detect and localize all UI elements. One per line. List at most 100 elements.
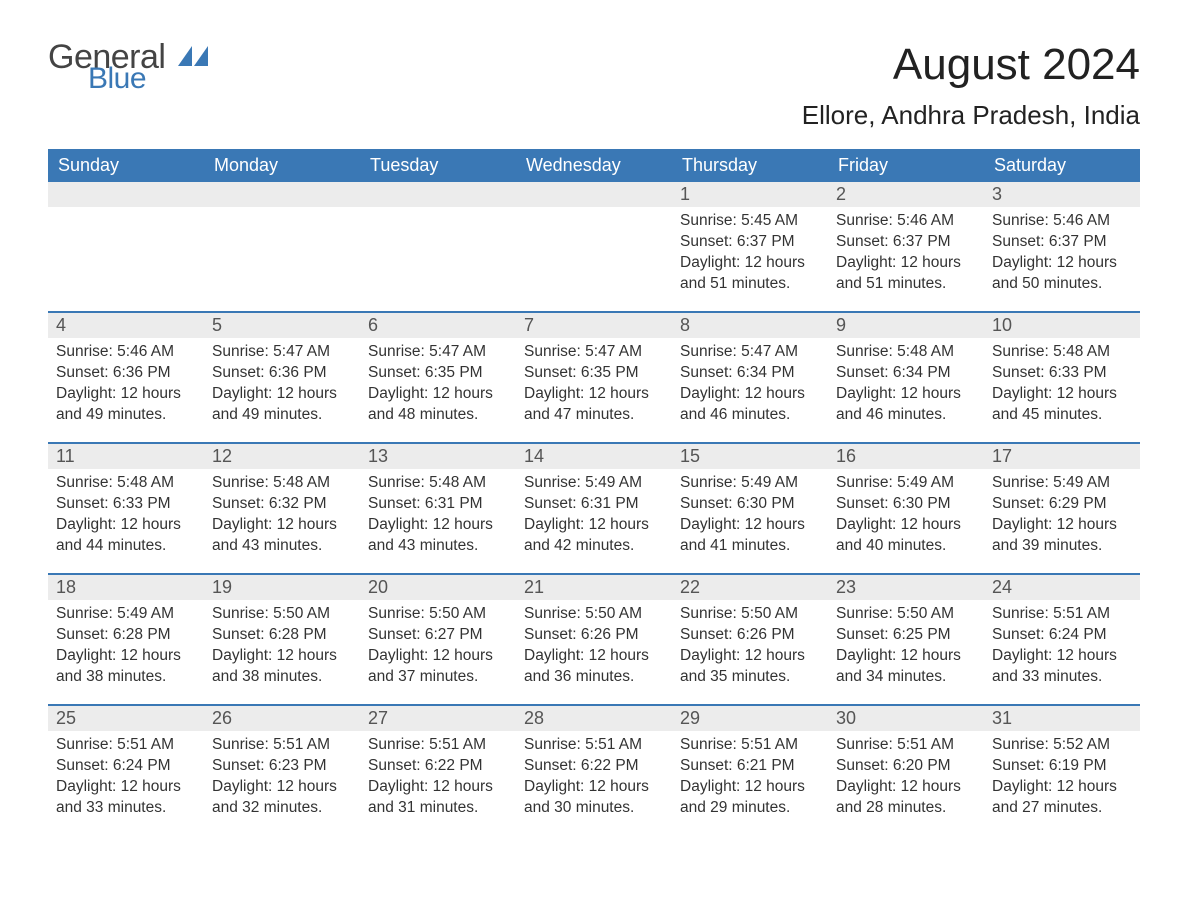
sunrise-text: Sunrise: 5:51 AM <box>212 735 352 756</box>
sunrise-text: Sunrise: 5:45 AM <box>680 211 820 232</box>
weekday-header-cell: Tuesday <box>360 149 516 182</box>
daylight-text: and 33 minutes. <box>992 667 1132 688</box>
day-number: 13 <box>360 444 516 469</box>
sunset-text: Sunset: 6:25 PM <box>836 625 976 646</box>
daylight-text: and 46 minutes. <box>836 405 976 426</box>
daylight-text: Daylight: 12 hours <box>680 384 820 405</box>
day-cell <box>204 207 360 311</box>
daylight-text: and 46 minutes. <box>680 405 820 426</box>
daylight-text: Daylight: 12 hours <box>212 384 352 405</box>
day-cell: Sunrise: 5:49 AMSunset: 6:31 PMDaylight:… <box>516 469 672 573</box>
sunrise-text: Sunrise: 5:51 AM <box>524 735 664 756</box>
day-cell: Sunrise: 5:51 AMSunset: 6:20 PMDaylight:… <box>828 731 984 835</box>
daylight-text: Daylight: 12 hours <box>212 777 352 798</box>
daylight-text: and 30 minutes. <box>524 798 664 819</box>
daylight-text: and 37 minutes. <box>368 667 508 688</box>
sunrise-text: Sunrise: 5:48 AM <box>56 473 196 494</box>
day-cell: Sunrise: 5:49 AMSunset: 6:30 PMDaylight:… <box>672 469 828 573</box>
sunset-text: Sunset: 6:24 PM <box>992 625 1132 646</box>
brand-logo: General Blue <box>48 40 208 92</box>
daylight-text: Daylight: 12 hours <box>836 515 976 536</box>
day-cell: Sunrise: 5:48 AMSunset: 6:34 PMDaylight:… <box>828 338 984 442</box>
calendar: SundayMondayTuesdayWednesdayThursdayFrid… <box>48 149 1140 835</box>
day-cell: Sunrise: 5:46 AMSunset: 6:37 PMDaylight:… <box>828 207 984 311</box>
daylight-text: and 27 minutes. <box>992 798 1132 819</box>
daylight-text: and 43 minutes. <box>368 536 508 557</box>
day-cell <box>516 207 672 311</box>
sunset-text: Sunset: 6:19 PM <box>992 756 1132 777</box>
day-number: 2 <box>828 182 984 207</box>
sunset-text: Sunset: 6:22 PM <box>368 756 508 777</box>
sunset-text: Sunset: 6:34 PM <box>680 363 820 384</box>
day-cell: Sunrise: 5:50 AMSunset: 6:28 PMDaylight:… <box>204 600 360 704</box>
title-location: Ellore, Andhra Pradesh, India <box>802 100 1140 131</box>
daylight-text: and 31 minutes. <box>368 798 508 819</box>
day-cell: Sunrise: 5:47 AMSunset: 6:34 PMDaylight:… <box>672 338 828 442</box>
day-number: 1 <box>672 182 828 207</box>
day-number-row: 123 <box>48 182 1140 207</box>
day-cell: Sunrise: 5:46 AMSunset: 6:36 PMDaylight:… <box>48 338 204 442</box>
day-number: 29 <box>672 706 828 731</box>
day-cell: Sunrise: 5:48 AMSunset: 6:32 PMDaylight:… <box>204 469 360 573</box>
daylight-text: Daylight: 12 hours <box>836 384 976 405</box>
sunrise-text: Sunrise: 5:47 AM <box>368 342 508 363</box>
sunset-text: Sunset: 6:31 PM <box>524 494 664 515</box>
daylight-text: and 38 minutes. <box>56 667 196 688</box>
daylight-text: and 49 minutes. <box>212 405 352 426</box>
sunset-text: Sunset: 6:20 PM <box>836 756 976 777</box>
daylight-text: Daylight: 12 hours <box>680 253 820 274</box>
daylight-text: Daylight: 12 hours <box>368 777 508 798</box>
daylight-text: Daylight: 12 hours <box>368 384 508 405</box>
sunrise-text: Sunrise: 5:51 AM <box>836 735 976 756</box>
daylight-text: and 38 minutes. <box>212 667 352 688</box>
day-cell: Sunrise: 5:51 AMSunset: 6:21 PMDaylight:… <box>672 731 828 835</box>
daylight-text: and 45 minutes. <box>992 405 1132 426</box>
daylight-text: Daylight: 12 hours <box>680 646 820 667</box>
daylight-text: Daylight: 12 hours <box>524 384 664 405</box>
day-number: 22 <box>672 575 828 600</box>
day-number: 19 <box>204 575 360 600</box>
daylight-text: and 49 minutes. <box>56 405 196 426</box>
daylight-text: Daylight: 12 hours <box>212 515 352 536</box>
day-cell: Sunrise: 5:45 AMSunset: 6:37 PMDaylight:… <box>672 207 828 311</box>
day-number <box>516 182 672 207</box>
day-number: 18 <box>48 575 204 600</box>
sunrise-text: Sunrise: 5:47 AM <box>524 342 664 363</box>
sunset-text: Sunset: 6:21 PM <box>680 756 820 777</box>
day-number: 28 <box>516 706 672 731</box>
day-content-row: Sunrise: 5:46 AMSunset: 6:36 PMDaylight:… <box>48 338 1140 442</box>
daylight-text: and 47 minutes. <box>524 405 664 426</box>
day-content-row: Sunrise: 5:49 AMSunset: 6:28 PMDaylight:… <box>48 600 1140 704</box>
daylight-text: Daylight: 12 hours <box>992 253 1132 274</box>
day-cell: Sunrise: 5:49 AMSunset: 6:29 PMDaylight:… <box>984 469 1140 573</box>
sunset-text: Sunset: 6:23 PM <box>212 756 352 777</box>
day-number: 30 <box>828 706 984 731</box>
day-number: 26 <box>204 706 360 731</box>
daylight-text: Daylight: 12 hours <box>56 384 196 405</box>
sunrise-text: Sunrise: 5:49 AM <box>56 604 196 625</box>
day-number: 3 <box>984 182 1140 207</box>
daylight-text: and 42 minutes. <box>524 536 664 557</box>
daylight-text: Daylight: 12 hours <box>992 777 1132 798</box>
day-number-row: 18192021222324 <box>48 573 1140 600</box>
weekday-header-cell: Monday <box>204 149 360 182</box>
weekday-header-cell: Saturday <box>984 149 1140 182</box>
daylight-text: and 41 minutes. <box>680 536 820 557</box>
daylight-text: Daylight: 12 hours <box>56 646 196 667</box>
daylight-text: and 35 minutes. <box>680 667 820 688</box>
sunset-text: Sunset: 6:27 PM <box>368 625 508 646</box>
daylight-text: Daylight: 12 hours <box>56 777 196 798</box>
day-cell: Sunrise: 5:49 AMSunset: 6:28 PMDaylight:… <box>48 600 204 704</box>
sunrise-text: Sunrise: 5:46 AM <box>56 342 196 363</box>
day-cell: Sunrise: 5:51 AMSunset: 6:24 PMDaylight:… <box>984 600 1140 704</box>
daylight-text: and 29 minutes. <box>680 798 820 819</box>
day-number: 23 <box>828 575 984 600</box>
daylight-text: Daylight: 12 hours <box>524 515 664 536</box>
day-content-row: Sunrise: 5:51 AMSunset: 6:24 PMDaylight:… <box>48 731 1140 835</box>
day-number: 17 <box>984 444 1140 469</box>
day-number: 14 <box>516 444 672 469</box>
sunrise-text: Sunrise: 5:52 AM <box>992 735 1132 756</box>
sunset-text: Sunset: 6:26 PM <box>524 625 664 646</box>
daylight-text: and 32 minutes. <box>212 798 352 819</box>
day-number: 7 <box>516 313 672 338</box>
